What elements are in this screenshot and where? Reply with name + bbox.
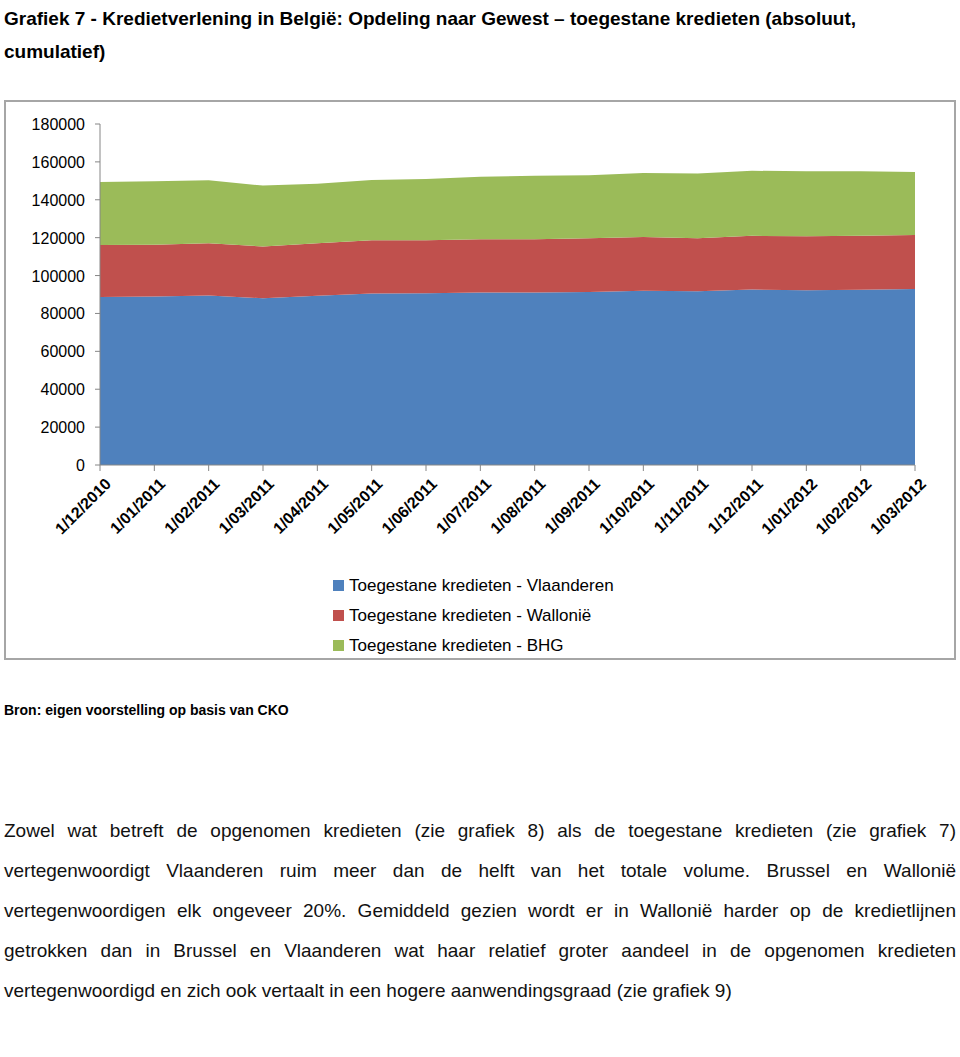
x-tick	[643, 465, 644, 471]
legend-label: Toegestane kredieten - BHG	[349, 636, 564, 655]
x-tick-label: 1/11/2011	[651, 475, 712, 536]
x-tick-label: 1/12/2011	[704, 475, 766, 537]
y-tick-label: 100000	[32, 268, 85, 285]
x-tick-label: 1/08/2011	[487, 475, 549, 537]
chart: 0 20000 40000 60000 80000 100000 120000 140000 1…	[0, 0, 960, 680]
x-tick-label: 1/09/2011	[541, 475, 603, 537]
x-tick-label: 1/02/2012	[812, 475, 874, 537]
legend-swatch	[333, 640, 344, 651]
x-tick-label: 1/02/2011	[161, 475, 223, 537]
x-tick	[806, 465, 807, 471]
x-tick	[589, 465, 590, 471]
x-tick	[208, 465, 209, 471]
y-axis	[100, 124, 101, 465]
y-tick	[95, 313, 100, 314]
y-tick-label: 80000	[41, 305, 86, 322]
x-tick	[317, 465, 318, 471]
x-tick	[154, 465, 155, 471]
y-tick-label: 20000	[41, 419, 86, 436]
body-text: Zowel wat betreft de opgenomen kredieten…	[4, 811, 956, 1011]
y-tick	[95, 351, 100, 352]
y-tick	[95, 124, 100, 125]
x-tick	[371, 465, 372, 471]
x-tick-label: 1/03/2012	[867, 475, 929, 537]
y-tick-label: 60000	[41, 343, 86, 360]
y-tick	[95, 199, 100, 200]
x-tick	[534, 465, 535, 471]
legend-swatch	[333, 580, 344, 591]
area-series	[100, 235, 915, 298]
y-tick	[95, 465, 100, 466]
source-note: Bron: eigen voorstelling op basis van CK…	[4, 702, 289, 718]
x-tick	[860, 465, 861, 471]
x-tick-label: 1/07/2011	[433, 475, 495, 537]
x-tick	[263, 465, 264, 471]
x-tick	[426, 465, 427, 471]
area-series	[100, 289, 915, 465]
x-tick-label: 1/04/2011	[270, 475, 332, 537]
x-tick	[752, 465, 753, 471]
y-tick	[95, 389, 100, 390]
y-tick-label: 140000	[32, 192, 85, 209]
y-tick-label: 0	[76, 457, 85, 474]
y-tick	[95, 237, 100, 238]
x-tick-label: 1/06/2011	[378, 475, 440, 537]
chart-frame	[5, 101, 955, 659]
x-tick-label: 1/05/2011	[324, 475, 386, 537]
legend-swatch	[333, 610, 344, 621]
legend-label: Toegestane kredieten - Wallonië	[349, 606, 591, 625]
x-tick-label: 1/01/2012	[758, 475, 820, 537]
chart-title: Grafiek 7 - Kredietverlening in België: …	[4, 2, 954, 68]
y-tick-label: 180000	[32, 116, 85, 133]
x-axis	[100, 465, 915, 466]
y-tick-label: 160000	[32, 154, 85, 171]
legend-label: Toegestane kredieten - Vlaanderen	[349, 576, 614, 595]
x-tick	[697, 465, 698, 471]
y-tick	[95, 275, 100, 276]
x-tick-label: 1/12/2010	[52, 475, 114, 537]
x-tick	[100, 465, 101, 471]
x-tick-label: 1/10/2011	[596, 475, 658, 537]
y-tick-label: 120000	[32, 230, 85, 247]
x-tick-label: 1/03/2011	[215, 475, 277, 537]
area-series	[100, 171, 915, 247]
plot-area	[100, 171, 915, 465]
x-tick-label: 1/01/2011	[107, 475, 169, 537]
x-tick	[480, 465, 481, 471]
y-tick-label: 40000	[41, 381, 86, 398]
y-tick	[95, 161, 100, 162]
x-tick	[915, 465, 916, 471]
y-tick	[95, 427, 100, 428]
